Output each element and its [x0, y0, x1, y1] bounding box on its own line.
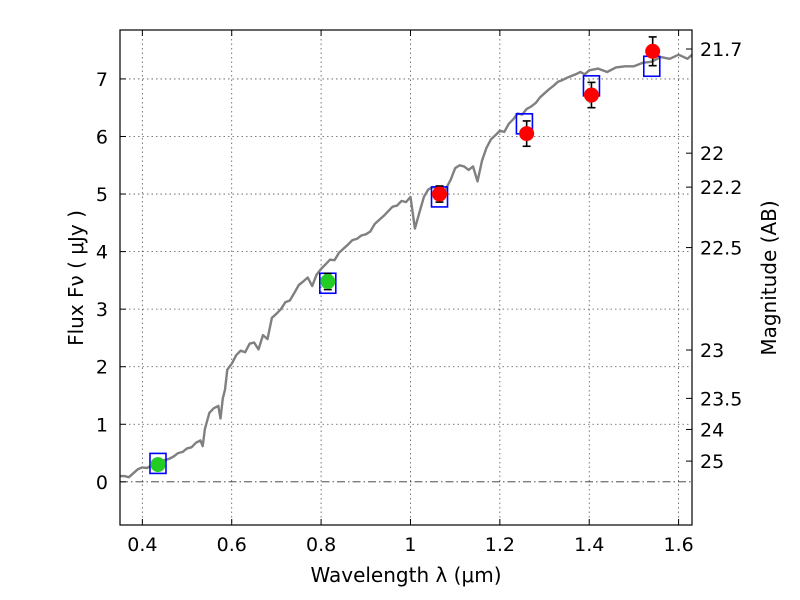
magnitude-tick-label: 22: [700, 143, 724, 165]
model-photometry-box: [149, 452, 167, 475]
observed-data-point: [320, 274, 336, 290]
sed-line-layer: [120, 53, 693, 479]
x-tick-label: 0.6: [217, 534, 247, 556]
sed-model-line: [120, 53, 693, 479]
observed-data-point: [645, 43, 661, 59]
y-tick-label: 6: [96, 126, 108, 148]
y-tick-label: 0: [96, 472, 108, 494]
observed-data-point: [583, 87, 599, 103]
tick-layer: 0.4 0.6 0.8 1 1.2 1.4 1.60123456721.72222.222.…: [96, 30, 742, 556]
magnitude-tick-label: 23.5: [700, 388, 742, 410]
grid-layer: [120, 30, 692, 525]
observed-data-point: [150, 457, 166, 473]
x-tick-label: 1.2: [485, 534, 515, 556]
magnitude-tick-label: 22.5: [700, 238, 742, 260]
x-tick-label: 1: [404, 534, 416, 556]
y-tick-label: 3: [96, 299, 108, 321]
model-box-layer: [149, 55, 661, 475]
x-tick-label: 1.4: [574, 534, 604, 556]
magnitude-tick-label: 22.2: [700, 177, 742, 199]
magnitude-tick-label: 25: [700, 451, 724, 473]
x-axis-label: Wavelength λ (μm): [310, 563, 501, 587]
magnitude-tick-label: 24: [700, 419, 724, 441]
right-axis-label: Magnitude (AB): [757, 200, 781, 355]
data-point-layer: [150, 36, 661, 473]
x-tick-label: 0.8: [306, 534, 336, 556]
plot-frame: [119, 29, 693, 526]
x-tick-label: 0.4: [127, 534, 157, 556]
magnitude-tick-label: 23: [700, 340, 724, 362]
x-tick-label: 1.6: [663, 534, 693, 556]
observed-data-point: [519, 126, 535, 142]
y-axis-label: Flux Fν ( μJy ): [64, 210, 88, 346]
y-tick-label: 1: [96, 414, 108, 436]
observed-data-point: [432, 186, 448, 202]
y-tick-label: 5: [96, 184, 108, 206]
magnitude-tick-label: 21.7: [700, 39, 742, 61]
y-tick-label: 2: [96, 357, 108, 379]
y-tick-label: 7: [96, 69, 108, 91]
y-tick-label: 4: [96, 242, 108, 264]
